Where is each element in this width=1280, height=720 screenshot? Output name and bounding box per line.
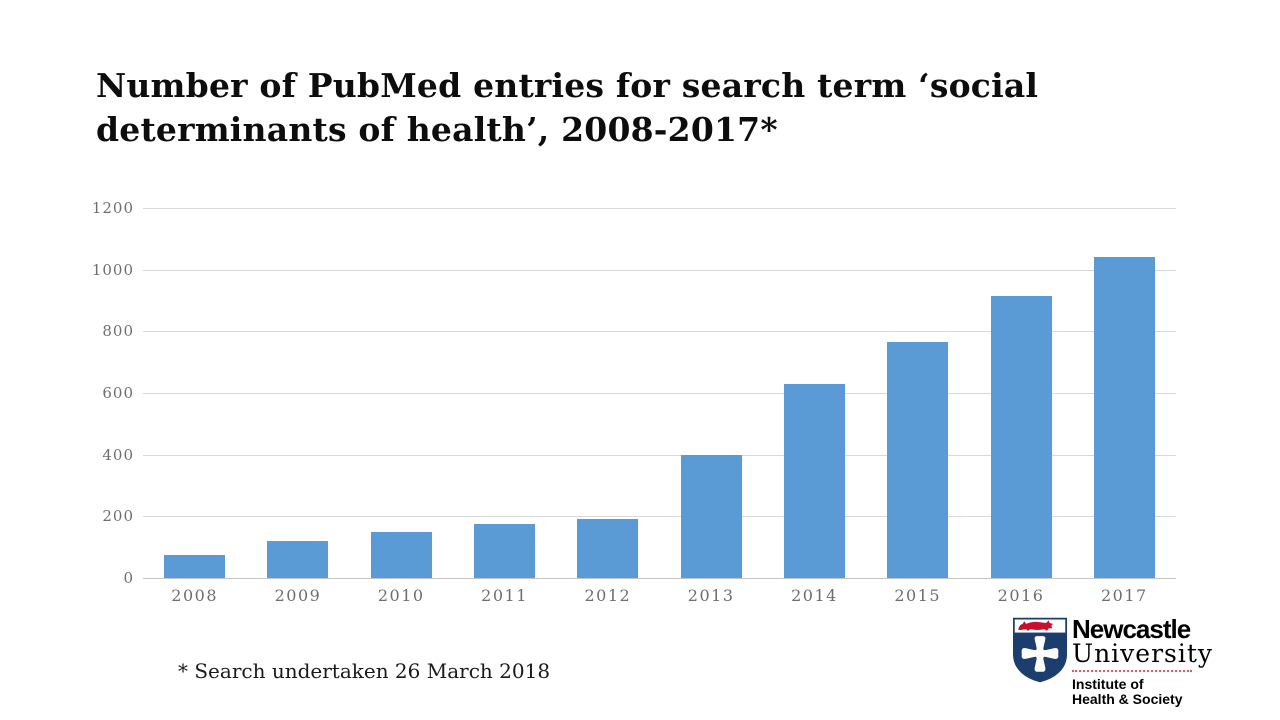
plot-area — [143, 208, 1176, 579]
logo-institute-line-2: Health & Society — [1072, 691, 1183, 707]
x-axis: 2008 2009 2010 2011 2012 2013 2014 2015 2016 2017 — [143, 586, 1176, 610]
gridline-1000 — [143, 269, 1176, 271]
bar-2009 — [267, 541, 329, 578]
x-tick-label-2010: 2010 — [377, 586, 425, 605]
university-shield-icon — [1013, 617, 1067, 687]
logo-divider — [1072, 670, 1192, 672]
bar-2014 — [783, 383, 845, 578]
y-tick-label-1000: 1000 — [91, 260, 134, 279]
x-tick-label-2009: 2009 — [274, 586, 322, 605]
x-tick-label-2014: 2014 — [791, 586, 838, 605]
newcastle-university-logo: Newcastle University Institute of Health… — [1013, 614, 1214, 708]
y-tick-label-1200: 1200 — [91, 199, 134, 217]
y-axis: 0 200 400 600 800 1000 1200 — [80, 199, 134, 587]
bar-2010 — [370, 531, 432, 578]
chart-title-line-2: determinants of health’, 2008-2017* — [96, 110, 778, 149]
logo-institute-line-1: Institute of — [1072, 676, 1144, 692]
chart-title: Number of PubMed entries for search term… — [96, 64, 1076, 152]
x-tick-label-2015: 2015 — [894, 586, 942, 605]
y-tick-label-800: 800 — [102, 322, 134, 341]
bar-2016 — [990, 295, 1052, 578]
x-tick-label-2016: 2016 — [997, 586, 1045, 605]
gridline-1200 — [143, 208, 1176, 209]
footnote: * Search undertaken 26 March 2018 — [178, 659, 551, 683]
bar-2013 — [680, 454, 742, 578]
logo-wordmark-newcastle: Newcastle — [1072, 614, 1191, 644]
bar-2008 — [164, 554, 226, 578]
y-tick-label-400: 400 — [102, 445, 134, 464]
x-tick-label-2017: 2017 — [1100, 586, 1148, 605]
gridline-200 — [143, 516, 1176, 518]
y-tick-label-600: 600 — [102, 384, 134, 402]
chart-title-line-1: Number of PubMed entries for search term… — [96, 66, 1039, 105]
x-tick-label-2013: 2013 — [687, 586, 735, 605]
bar-2012 — [577, 519, 639, 578]
logo-wordmark-university: University — [1072, 639, 1214, 668]
gridline-800 — [143, 331, 1176, 333]
y-tick-label-0: 0 — [123, 569, 134, 587]
gridline-600 — [143, 393, 1176, 394]
bar-2015 — [887, 342, 949, 578]
bar-2011 — [474, 524, 536, 578]
x-tick-label-2012: 2012 — [584, 586, 632, 605]
bar-2017 — [1093, 257, 1155, 578]
gridline-400 — [143, 454, 1176, 456]
x-tick-label-2008: 2008 — [171, 586, 218, 605]
y-tick-label-200: 200 — [102, 507, 134, 526]
x-tick-label-2011: 2011 — [481, 586, 528, 605]
